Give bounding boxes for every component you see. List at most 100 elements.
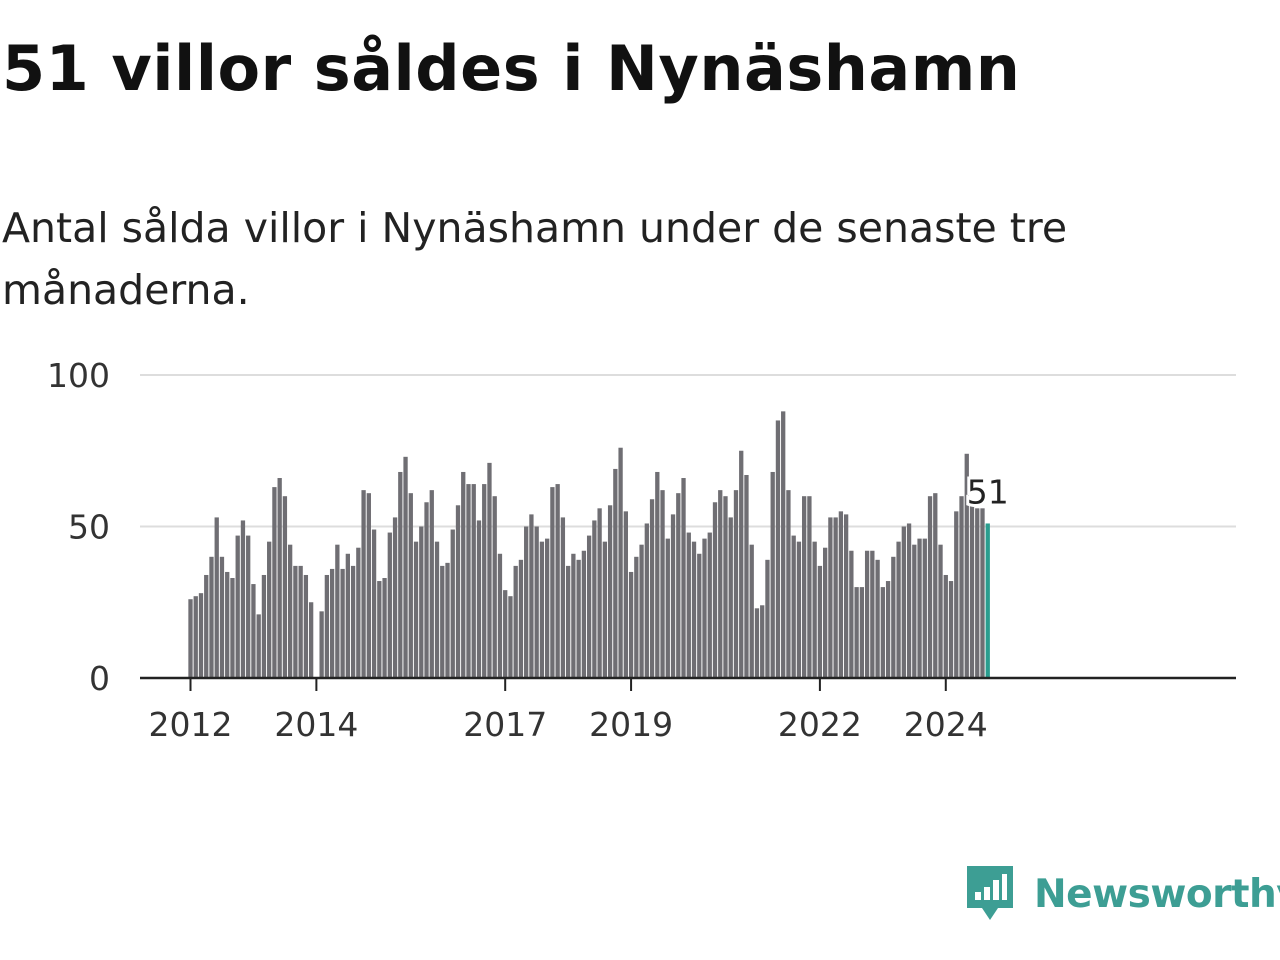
bar — [969, 505, 975, 678]
bar — [749, 544, 754, 678]
bar — [728, 517, 733, 678]
x-axis-ticks: 2012 2014 2017 2019 2022 2024 — [149, 678, 988, 744]
bar — [518, 559, 524, 678]
bar — [408, 493, 413, 678]
bar — [340, 568, 345, 678]
bar — [891, 556, 896, 678]
bar — [492, 496, 497, 678]
bar — [644, 523, 649, 678]
bar — [676, 493, 681, 678]
bar — [623, 511, 628, 678]
bar — [277, 478, 282, 678]
bar — [398, 471, 403, 678]
bar — [954, 511, 959, 678]
bar — [235, 535, 240, 678]
bar — [980, 508, 985, 678]
bar — [581, 550, 587, 678]
bar — [917, 538, 922, 678]
bar — [576, 559, 581, 678]
bar — [702, 538, 707, 678]
bar — [592, 520, 597, 678]
bar — [350, 565, 356, 678]
bar — [927, 496, 933, 678]
bar — [964, 453, 969, 678]
brand-logo: Newsworthy — [964, 864, 1280, 924]
bar — [461, 471, 466, 678]
bar — [434, 541, 440, 678]
bar — [382, 578, 387, 678]
bar — [476, 520, 482, 678]
newsworthy-logo-icon — [967, 866, 1013, 920]
bar — [586, 535, 592, 678]
bar — [912, 544, 917, 678]
bar — [618, 447, 623, 678]
bar — [597, 508, 602, 678]
bar — [854, 587, 859, 678]
bar — [812, 541, 817, 678]
bar — [466, 484, 471, 678]
y-tick-label: 100 — [47, 356, 110, 395]
bar — [875, 559, 880, 678]
bar — [655, 471, 660, 678]
x-tick-label: 2017 — [463, 705, 547, 744]
bar — [707, 532, 712, 678]
page-title: 51 villor såldes i Nynäshamn — [2, 32, 1021, 105]
bar — [482, 484, 487, 678]
bar — [256, 614, 261, 678]
bar — [906, 523, 912, 678]
bar — [712, 502, 718, 678]
bar — [413, 541, 419, 678]
bar — [450, 529, 455, 678]
bar — [733, 490, 739, 678]
bar — [959, 496, 964, 678]
bar — [377, 581, 382, 678]
bar — [781, 411, 786, 678]
bar — [246, 535, 251, 678]
bar — [225, 571, 230, 678]
bar — [602, 541, 608, 678]
bar — [665, 538, 670, 678]
bar — [613, 468, 618, 678]
bar — [796, 541, 802, 678]
bar — [298, 565, 303, 678]
bar — [933, 493, 938, 678]
bar — [760, 605, 765, 678]
last-value-label: 51 — [967, 472, 1009, 511]
bar — [634, 556, 639, 678]
bar — [261, 574, 267, 678]
bar — [870, 550, 875, 678]
bar — [786, 490, 791, 678]
y-tick-label: 50 — [68, 508, 110, 547]
x-tick-label: 2019 — [589, 705, 673, 744]
x-tick-label: 2012 — [149, 705, 233, 744]
bar — [319, 611, 324, 678]
grid-lines — [140, 374, 1236, 528]
bar — [864, 550, 870, 678]
bar — [345, 553, 350, 678]
bar — [497, 553, 503, 678]
bar — [948, 581, 954, 678]
bar — [361, 490, 366, 678]
bar — [508, 596, 513, 678]
bar — [335, 544, 340, 678]
bar — [838, 511, 844, 678]
bar — [885, 581, 891, 678]
bar — [471, 484, 476, 678]
bar — [550, 487, 555, 678]
bar — [329, 568, 335, 678]
chart-subtitle: Antal sålda villor i Nynäshamn under de … — [2, 204, 1068, 314]
bar — [880, 587, 885, 678]
bars — [188, 411, 990, 678]
bar — [807, 496, 812, 678]
bar — [775, 420, 781, 678]
bar — [209, 556, 214, 678]
bar — [539, 541, 545, 678]
bar — [571, 553, 576, 678]
bar — [723, 496, 728, 678]
bar — [765, 559, 770, 678]
bar — [240, 520, 246, 678]
bar — [487, 462, 492, 678]
bar — [922, 538, 927, 678]
bar — [214, 517, 219, 678]
bar-chart: 0 50 100 2012 2014 2017 2019 2022 2024 51 — [47, 356, 1236, 744]
